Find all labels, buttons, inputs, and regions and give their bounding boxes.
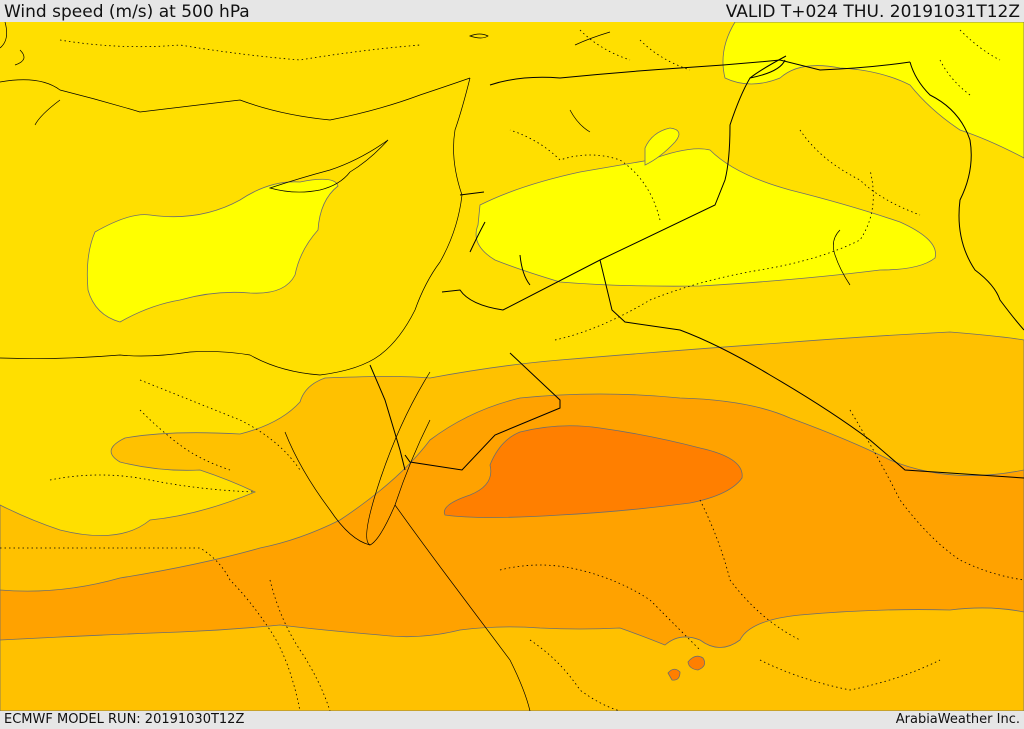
internal-boundaries: [0, 29, 1024, 711]
footer-bar: [0, 711, 1024, 729]
field-high: [0, 393, 1024, 648]
field-lowest-mediterranean: [86, 178, 339, 323]
field-highest-spot: [687, 655, 706, 671]
header-bar: [0, 0, 1024, 22]
field-lowest-small: [644, 127, 680, 166]
boundaries: [369, 55, 1024, 479]
coastlines: [0, 22, 851, 711]
field-highest-core: [443, 425, 743, 518]
map-title: Wind speed (m/s) at 500 hPa: [4, 2, 250, 22]
field-lowest-syria: [475, 148, 936, 287]
wind-speed-map[interactable]: [0, 22, 1024, 711]
field-highest-spot-2: [667, 668, 681, 681]
valid-time: VALID T+024 THU. 20191031T12Z: [725, 2, 1020, 22]
model-run: ECMWF MODEL RUN: 20191030T12Z: [4, 712, 245, 727]
credit: ArabiaWeather Inc.: [895, 712, 1020, 727]
